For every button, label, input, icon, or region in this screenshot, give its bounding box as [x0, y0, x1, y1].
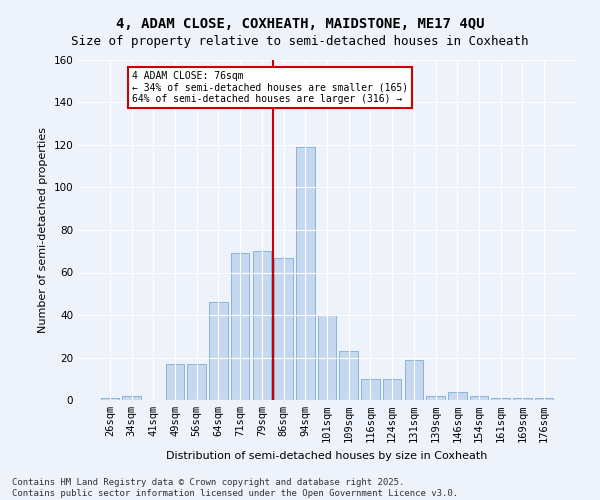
- Bar: [404, 360, 423, 400]
- Text: 4 ADAM CLOSE: 76sqm
← 34% of semi-detached houses are smaller (165)
64% of semi-: 4 ADAM CLOSE: 76sqm ← 34% of semi-detach…: [131, 70, 408, 104]
- Y-axis label: Number of semi-detached properties: Number of semi-detached properties: [38, 127, 48, 333]
- Bar: [340, 351, 358, 400]
- Bar: [361, 379, 380, 400]
- Bar: [491, 398, 510, 400]
- Bar: [448, 392, 467, 400]
- Bar: [513, 398, 532, 400]
- Bar: [231, 254, 250, 400]
- Bar: [535, 398, 553, 400]
- Bar: [209, 302, 227, 400]
- Bar: [253, 251, 271, 400]
- Bar: [296, 147, 314, 400]
- Bar: [101, 398, 119, 400]
- Text: 4, ADAM CLOSE, COXHEATH, MAIDSTONE, ME17 4QU: 4, ADAM CLOSE, COXHEATH, MAIDSTONE, ME17…: [116, 18, 484, 32]
- Bar: [274, 258, 293, 400]
- Bar: [427, 396, 445, 400]
- Bar: [187, 364, 206, 400]
- Bar: [122, 396, 141, 400]
- Text: Size of property relative to semi-detached houses in Coxheath: Size of property relative to semi-detach…: [71, 35, 529, 48]
- Text: Contains HM Land Registry data © Crown copyright and database right 2025.
Contai: Contains HM Land Registry data © Crown c…: [12, 478, 458, 498]
- Bar: [470, 396, 488, 400]
- X-axis label: Distribution of semi-detached houses by size in Coxheath: Distribution of semi-detached houses by …: [166, 450, 488, 460]
- Bar: [166, 364, 184, 400]
- Bar: [383, 379, 401, 400]
- Bar: [318, 315, 336, 400]
